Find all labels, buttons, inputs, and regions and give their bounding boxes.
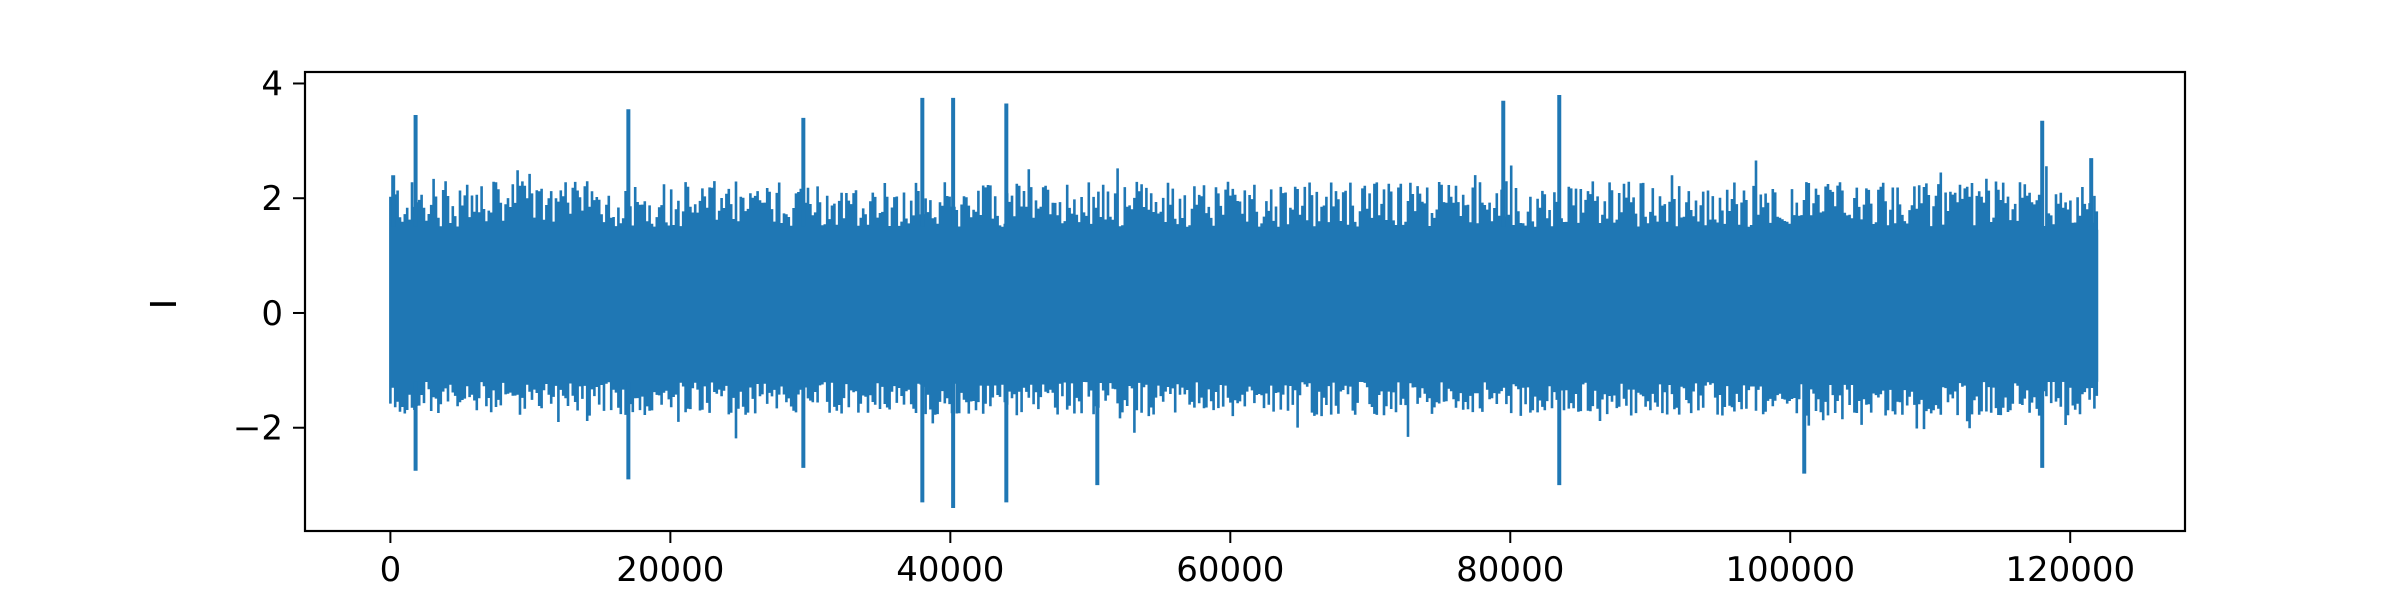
series-layer <box>389 94 2099 509</box>
x-tick-label: 120000 <box>2005 550 2135 590</box>
x-tick-label: 100000 <box>1725 550 1855 590</box>
x-tick-label: 0 <box>380 550 402 590</box>
x-tick-label: 20000 <box>616 550 724 590</box>
y-axis: −2 0 2 4 <box>233 64 305 449</box>
plot-frame <box>303 70 2187 533</box>
x-tick-label: 40000 <box>896 550 1004 590</box>
y-axis-label: I <box>144 299 185 310</box>
x-tick-label: 60000 <box>1176 550 1284 590</box>
series-line <box>389 160 2099 439</box>
y-tick-label: 2 <box>261 179 283 219</box>
y-tick-label: 4 <box>261 64 283 104</box>
x-tick-label: 80000 <box>1456 550 1564 590</box>
x-axis: 0 20000 40000 60000 80000 100000 120000 <box>380 531 2135 590</box>
y-tick-label: 0 <box>261 294 283 334</box>
y-tick-label: −2 <box>233 409 283 449</box>
